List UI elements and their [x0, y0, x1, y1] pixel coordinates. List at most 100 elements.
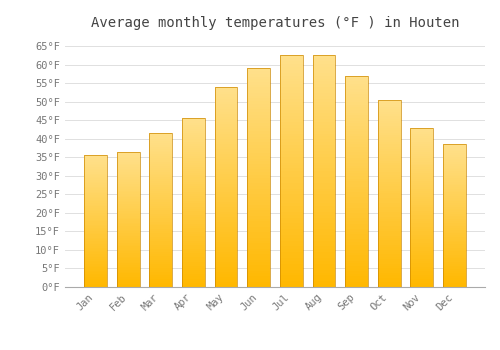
Bar — [248, 180, 270, 183]
Bar — [248, 79, 270, 82]
Bar — [214, 142, 238, 145]
Bar — [378, 217, 400, 219]
Bar — [443, 157, 466, 159]
Bar — [280, 70, 302, 73]
Bar — [443, 216, 466, 217]
Bar — [345, 86, 368, 89]
Bar — [345, 113, 368, 116]
Bar — [116, 170, 140, 172]
Bar — [182, 213, 205, 215]
Bar — [345, 255, 368, 258]
Bar — [280, 134, 302, 136]
Bar — [84, 239, 107, 241]
Bar — [214, 114, 238, 117]
Bar — [443, 183, 466, 186]
Bar — [378, 116, 400, 119]
Bar — [150, 141, 172, 143]
Bar — [214, 234, 238, 237]
Bar — [248, 90, 270, 93]
Bar — [214, 262, 238, 265]
Bar — [312, 252, 336, 255]
Bar — [280, 281, 302, 284]
Bar — [182, 137, 205, 139]
Bar — [280, 87, 302, 90]
Bar — [182, 118, 205, 120]
Bar — [378, 226, 400, 229]
Bar — [410, 229, 434, 231]
Bar — [443, 235, 466, 237]
Bar — [248, 118, 270, 120]
Bar — [150, 204, 172, 206]
Bar — [84, 285, 107, 287]
Bar — [280, 113, 302, 116]
Bar — [312, 275, 336, 278]
Bar — [182, 281, 205, 283]
Bar — [84, 223, 107, 224]
Bar — [443, 148, 466, 150]
Bar — [345, 147, 368, 150]
Bar — [150, 187, 172, 189]
Bar — [116, 260, 140, 262]
Bar — [312, 162, 336, 166]
Bar — [345, 158, 368, 160]
Bar — [84, 228, 107, 230]
Bar — [443, 209, 466, 210]
Bar — [182, 215, 205, 217]
Bar — [248, 243, 270, 246]
Bar — [345, 239, 368, 242]
Bar — [182, 241, 205, 243]
Bar — [116, 241, 140, 243]
Bar — [116, 279, 140, 280]
Bar — [378, 275, 400, 278]
Bar — [312, 110, 336, 113]
Bar — [150, 258, 172, 260]
Bar — [248, 126, 270, 128]
Bar — [248, 156, 270, 159]
Bar — [312, 96, 336, 99]
Bar — [443, 171, 466, 173]
Bar — [280, 96, 302, 99]
Bar — [345, 232, 368, 234]
Bar — [182, 230, 205, 232]
Bar — [410, 211, 434, 213]
Bar — [116, 246, 140, 248]
Bar — [214, 145, 238, 147]
Bar — [378, 114, 400, 116]
Bar — [214, 154, 238, 157]
Bar — [84, 262, 107, 264]
Bar — [378, 175, 400, 177]
Bar — [214, 147, 238, 149]
Bar — [84, 269, 107, 271]
Bar — [312, 189, 336, 191]
Bar — [280, 194, 302, 197]
Bar — [182, 159, 205, 161]
Bar — [280, 278, 302, 281]
Bar — [84, 226, 107, 228]
Bar — [410, 134, 434, 135]
Bar — [150, 189, 172, 191]
Bar — [116, 181, 140, 182]
Bar — [443, 266, 466, 267]
Bar — [345, 234, 368, 237]
Bar — [410, 219, 434, 221]
Bar — [182, 238, 205, 241]
Bar — [182, 270, 205, 272]
Bar — [378, 273, 400, 275]
Bar — [182, 258, 205, 260]
Bar — [345, 224, 368, 226]
Bar — [150, 231, 172, 233]
Bar — [345, 89, 368, 92]
Bar — [84, 159, 107, 160]
Bar — [378, 236, 400, 238]
Bar — [214, 204, 238, 207]
Bar — [214, 217, 238, 219]
Bar — [248, 112, 270, 115]
Bar — [214, 174, 238, 177]
Bar — [410, 142, 434, 143]
Bar — [116, 262, 140, 263]
Bar — [378, 184, 400, 187]
Bar — [214, 117, 238, 119]
Bar — [150, 154, 172, 156]
Bar — [378, 137, 400, 140]
Bar — [312, 264, 336, 267]
